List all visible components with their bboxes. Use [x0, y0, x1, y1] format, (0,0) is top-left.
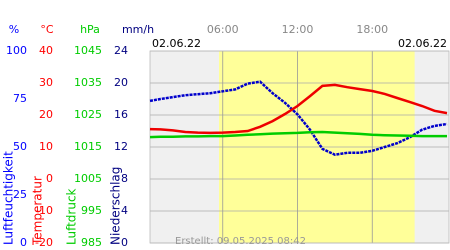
axis-name: Niederschlag — [109, 167, 123, 245]
data-line — [149, 83, 448, 135]
axis-name: Luftfeuchtigkeit — [2, 151, 16, 245]
data-line — [149, 80, 448, 156]
date-left: 02.06.22 — [152, 37, 201, 50]
axis-unit: °C — [40, 23, 54, 36]
y-tick-label: 20 — [114, 76, 128, 89]
y-tick-label: 75 — [13, 92, 27, 105]
y-tick-label: 10 — [39, 140, 53, 153]
y-tick-label: 1045 — [74, 44, 102, 57]
y-tick-label: 30 — [39, 76, 53, 89]
y-tick-label: 8 — [121, 172, 128, 185]
y-tick-label: 24 — [114, 44, 128, 57]
y-tick-label: -20 — [35, 236, 53, 249]
y-tick-label: 50 — [13, 140, 27, 153]
y-tick-label: 40 — [39, 44, 53, 57]
y-tick-label: 985 — [81, 236, 102, 249]
y-tick-label: 0 — [121, 236, 128, 249]
y-tick-label: 1035 — [74, 76, 102, 89]
y-tick-label: 1005 — [74, 172, 102, 185]
y-tick-label: 20 — [39, 108, 53, 121]
x-tick-label: 18:00 — [356, 23, 388, 36]
axis-unit: mm/h — [122, 23, 154, 36]
data-line — [149, 130, 447, 139]
y-tick-label: -10 — [35, 204, 53, 217]
y-tick-label: 0 — [46, 172, 53, 185]
axis-unit: hPa — [80, 23, 100, 36]
y-tick-label: 0 — [20, 236, 27, 249]
y-tick-label: 16 — [114, 108, 128, 121]
axis-name: Temperatur — [31, 176, 45, 246]
y-tick-label: 25 — [13, 188, 27, 201]
x-tick-label: 06:00 — [207, 23, 239, 36]
y-tick-label: 1025 — [74, 108, 102, 121]
y-tick-label: 12 — [114, 140, 128, 153]
y-tick-label: 995 — [81, 204, 102, 217]
axis-unit: % — [9, 23, 19, 36]
y-tick-label: 1015 — [74, 140, 102, 153]
created-note: Erstellt: 09.05.2025 08:42 — [175, 236, 306, 247]
axis-name: Luftdruck — [65, 188, 79, 245]
plot-border — [149, 50, 450, 244]
y-tick-label: 100 — [6, 44, 27, 57]
date-right: 02.06.22 — [398, 37, 447, 50]
x-tick-label: 12:00 — [282, 23, 314, 36]
y-tick-label: 4 — [121, 204, 128, 217]
